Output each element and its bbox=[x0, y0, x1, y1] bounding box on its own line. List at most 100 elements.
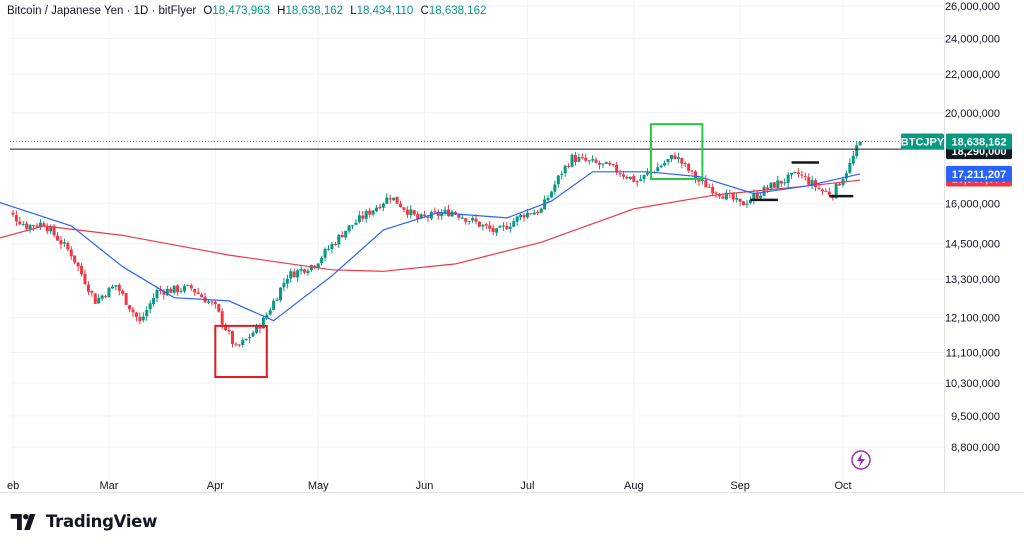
candle-body bbox=[265, 314, 269, 319]
candle-body bbox=[570, 154, 574, 167]
candle-body bbox=[141, 316, 145, 321]
candle-body bbox=[244, 338, 248, 341]
candle-body bbox=[800, 174, 804, 176]
y-tick-label: 22,000,000 bbox=[945, 69, 1000, 81]
candle-body bbox=[107, 287, 111, 298]
candle-body bbox=[392, 197, 396, 201]
chart-legend: Bitcoin / Japanese Yen · 1D · bitFlyer O… bbox=[7, 5, 486, 17]
candle-body bbox=[347, 225, 351, 232]
last-price-badge: 18,638,162 bbox=[951, 137, 1006, 149]
candle-body bbox=[645, 172, 649, 175]
candle-body bbox=[711, 187, 715, 194]
candle-body bbox=[69, 249, 73, 257]
candle-body bbox=[371, 210, 375, 215]
candle-body bbox=[272, 300, 276, 310]
y-tick-label: 20,000,000 bbox=[945, 108, 1000, 120]
candle-body bbox=[278, 287, 282, 301]
candle-body bbox=[745, 203, 749, 205]
candle-body bbox=[189, 285, 193, 289]
candle-body bbox=[241, 339, 245, 345]
candle-body bbox=[779, 180, 783, 184]
candle-body bbox=[76, 262, 80, 267]
candle-body bbox=[248, 337, 252, 339]
candle-body bbox=[560, 173, 564, 175]
candle-body bbox=[587, 160, 591, 162]
high-zone-box[interactable] bbox=[649, 123, 704, 180]
close-value: 18,638,162 bbox=[428, 5, 487, 17]
candle-body bbox=[460, 217, 464, 219]
symbol-badge-bg bbox=[901, 133, 944, 150]
candle-body bbox=[457, 214, 461, 218]
candle-body bbox=[639, 179, 643, 181]
candle-body bbox=[361, 215, 365, 219]
candle-body bbox=[337, 234, 341, 245]
candle-body bbox=[508, 226, 512, 229]
candle-body bbox=[522, 215, 526, 218]
candle-body bbox=[104, 295, 108, 297]
candle-body bbox=[670, 155, 674, 159]
candle-body bbox=[656, 167, 660, 172]
candle-body bbox=[399, 203, 403, 208]
candle-body bbox=[234, 343, 238, 345]
candle-body bbox=[687, 163, 691, 171]
tradingview-brand[interactable]: TradingView bbox=[10, 512, 157, 531]
candle-body bbox=[340, 235, 344, 238]
candle-body bbox=[385, 197, 389, 204]
candle-body bbox=[93, 293, 97, 304]
ma-fast-line bbox=[0, 171, 861, 322]
candle-body bbox=[748, 200, 752, 204]
candle-body bbox=[344, 230, 348, 238]
candle-body bbox=[536, 211, 540, 214]
candle-body bbox=[755, 193, 759, 199]
candle-body bbox=[567, 165, 571, 167]
candle-body bbox=[313, 265, 317, 268]
candle-body bbox=[182, 285, 186, 292]
candle-body bbox=[632, 175, 636, 182]
candle-body bbox=[772, 182, 776, 188]
y-tick-label: 13,300,000 bbox=[945, 274, 1000, 286]
candle-body bbox=[484, 224, 488, 226]
candle-body bbox=[498, 226, 502, 228]
lightning-bolt-icon bbox=[857, 453, 865, 467]
candle-body bbox=[735, 197, 739, 200]
candle-body bbox=[793, 172, 797, 174]
candle-body bbox=[330, 243, 334, 250]
candle-body bbox=[505, 225, 509, 230]
candle-body bbox=[858, 141, 862, 146]
x-tick-label: Aug bbox=[624, 480, 644, 492]
candle-body bbox=[666, 159, 670, 163]
x-tick-label: eb bbox=[7, 480, 19, 492]
candle-body bbox=[577, 157, 581, 162]
candle-body bbox=[320, 257, 324, 264]
lightning-icon[interactable] bbox=[851, 450, 871, 470]
candle-body bbox=[443, 209, 447, 213]
candle-body bbox=[766, 187, 770, 190]
candle-body bbox=[601, 163, 605, 165]
candle-body bbox=[844, 173, 848, 179]
candle-body bbox=[282, 282, 286, 288]
candle-body bbox=[635, 181, 639, 183]
candle-body bbox=[412, 210, 416, 215]
low-zone-box[interactable] bbox=[214, 324, 268, 379]
candle-body bbox=[25, 223, 29, 229]
candle-body bbox=[628, 176, 632, 180]
x-tick-label: Mar bbox=[100, 480, 119, 492]
candle-body bbox=[471, 218, 475, 221]
candle-body bbox=[618, 173, 622, 175]
open-label: O bbox=[203, 5, 213, 17]
candle-body bbox=[206, 301, 210, 303]
y-tick-label: 11,100,000 bbox=[946, 347, 1000, 359]
candle-body bbox=[86, 284, 90, 292]
candle-body bbox=[453, 212, 457, 215]
candle-body bbox=[110, 286, 114, 289]
candle-body bbox=[786, 174, 790, 183]
candle-body bbox=[591, 159, 595, 161]
candle-body bbox=[704, 180, 708, 188]
candle-body bbox=[752, 193, 756, 200]
x-tick-label: May bbox=[308, 480, 329, 492]
candle-body bbox=[368, 210, 372, 215]
candle-body bbox=[474, 218, 478, 222]
candle-body bbox=[117, 284, 121, 291]
